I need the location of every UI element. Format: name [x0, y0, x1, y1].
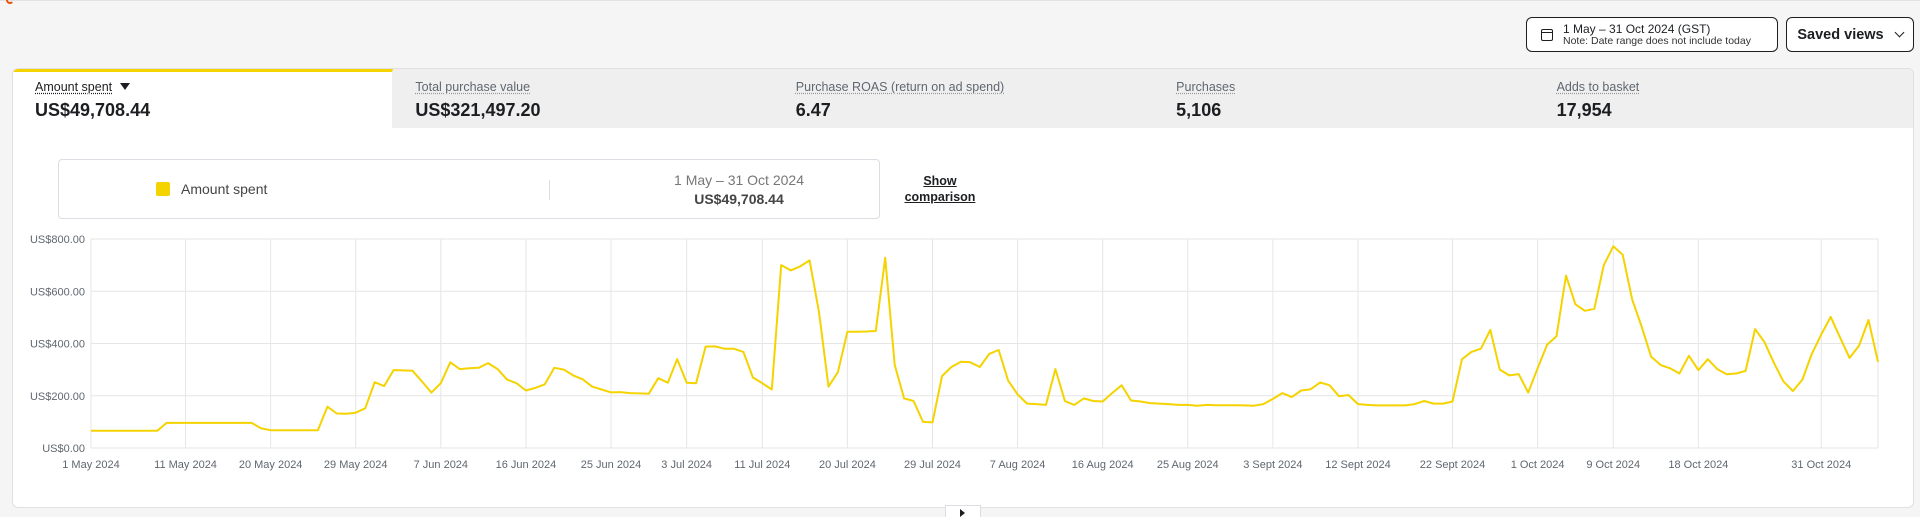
tab-label: Adds to basket — [1556, 80, 1640, 94]
tab-label: Purchase ROAS (return on ad spend) — [795, 80, 1005, 94]
series-swatch — [156, 182, 170, 196]
saved-views-button[interactable]: Saved views — [1786, 17, 1914, 52]
x-tick-label: 11 May 2024 — [154, 459, 217, 471]
saved-views-label: Saved views — [1797, 26, 1884, 43]
chart-legend-box: Amount spent 1 May – 31 Oct 2024 US$49,7… — [58, 159, 880, 219]
top-border — [0, 0, 1920, 1]
metrics-card: Amount spent US$49,708.44 Total purchase… — [12, 68, 1914, 508]
date-range-picker-button[interactable]: 1 May – 31 Oct 2024 (GST) Note: Date ran… — [1526, 17, 1778, 52]
y-tick-label: US$200.00 — [30, 391, 85, 403]
y-tick-label: US$600.00 — [30, 286, 85, 298]
y-tick-label: US$0.00 — [42, 443, 85, 455]
date-range-text: 1 May – 31 Oct 2024 (GST) — [1563, 21, 1711, 36]
tab-value: US$321,497.20 — [415, 100, 541, 120]
tab-purchases[interactable]: Purchases 5,106 — [1154, 69, 1535, 128]
tab-total-purchase-value[interactable]: Total purchase value US$321,497.20 — [393, 69, 774, 128]
x-tick-label: 16 Jun 2024 — [496, 459, 557, 471]
x-tick-label: 20 Jul 2024 — [819, 459, 876, 471]
x-tick-label: 22 Sept 2024 — [1420, 459, 1485, 471]
tab-adds-to-basket[interactable]: Adds to basket 17,954 — [1535, 69, 1913, 128]
tab-label: Purchases — [1176, 80, 1236, 94]
tab-value: 17,954 — [1556, 100, 1612, 120]
y-tick-label: US$400.00 — [30, 339, 85, 351]
x-tick-label: 7 Jun 2024 — [414, 459, 468, 471]
chart-grid — [90, 238, 1879, 449]
collapse-handle[interactable] — [945, 505, 981, 517]
play-icon — [960, 509, 965, 517]
calendar-icon — [1541, 28, 1553, 41]
x-tick-label: 25 Aug 2024 — [1157, 459, 1219, 471]
tab-value: 5,106 — [1176, 100, 1222, 120]
x-tick-label: 1 May 2024 — [62, 459, 119, 471]
x-axis-labels: 1 May 2024 11 May 2024 20 May 2024 29 May 2… — [62, 459, 1851, 471]
x-tick-label: 1 Oct 2024 — [1511, 459, 1565, 471]
corner-indicator-icon — [6, 0, 14, 4]
series-line-amount-spent — [91, 245, 1879, 432]
x-tick-label: 29 May 2024 — [324, 459, 388, 471]
metric-tabs: Amount spent US$49,708.44 Total purchase… — [13, 69, 1913, 128]
tab-purchase-roas[interactable]: Purchase ROAS (return on ad spend) 6.47 — [774, 69, 1155, 128]
x-tick-label: 20 May 2024 — [239, 459, 303, 471]
x-tick-label: 25 Jun 2024 — [581, 459, 642, 471]
x-tick-label: 16 Aug 2024 — [1072, 459, 1134, 471]
x-tick-label: 7 Aug 2024 — [990, 459, 1046, 471]
tab-value: 6.47 — [795, 100, 831, 120]
y-tick-label: US$800.00 — [30, 234, 85, 246]
tab-label: Amount spent — [35, 80, 113, 94]
x-tick-label: 3 Jul 2024 — [661, 459, 712, 471]
legend-total: US$49,708.44 — [694, 191, 784, 207]
x-tick-label: 31 Oct 2024 — [1791, 459, 1851, 471]
x-tick-label: 9 Oct 2024 — [1586, 459, 1640, 471]
x-tick-label: 12 Sept 2024 — [1325, 459, 1390, 471]
caret-down-icon[interactable] — [120, 83, 131, 90]
x-tick-label: 29 Jul 2024 — [904, 459, 961, 471]
series-lines — [91, 245, 1879, 432]
tab-amount-spent[interactable]: Amount spent US$49,708.44 — [13, 69, 394, 128]
x-tick-label: 3 Sept 2024 — [1243, 459, 1302, 471]
x-tick-label: 18 Oct 2024 — [1668, 459, 1728, 471]
legend-series-name: Amount spent — [181, 181, 268, 197]
tab-label: Total purchase value — [415, 80, 531, 94]
x-tick-label: 11 Jul 2024 — [734, 459, 790, 471]
date-range-note: Note: Date range does not include today — [1563, 34, 1751, 47]
y-axis-labels: US$0.00 US$200.00 US$400.00 US$600.00 US$800… — [30, 234, 85, 455]
show-comparison-link[interactable]: Show comparison — [904, 174, 976, 204]
legend-divider — [549, 180, 550, 200]
legend-date-range: 1 May – 31 Oct 2024 — [674, 172, 804, 188]
tab-value: US$49,708.44 — [35, 100, 151, 120]
